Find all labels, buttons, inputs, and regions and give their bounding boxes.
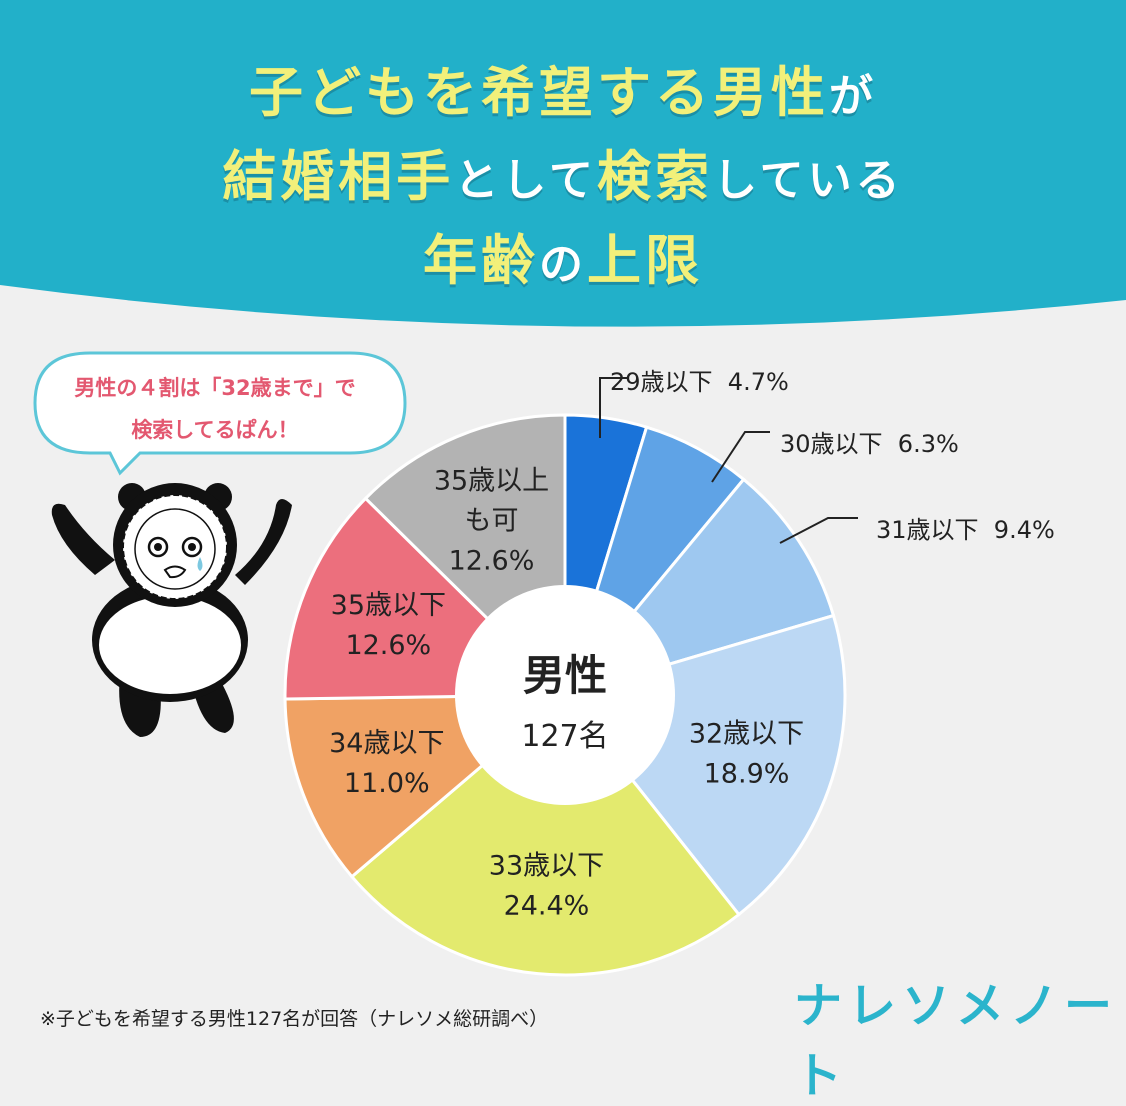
footnote: ※子どもを希望する男性127名が回答（ナレソメ総研調べ） — [40, 1008, 549, 1030]
slice-label-4: 33歳以下 — [489, 850, 604, 881]
pie-slice-1 — [563, 425, 746, 696]
slice-label-3: 32歳以下 — [689, 718, 804, 749]
pie-slice-0 — [563, 413, 649, 696]
slice-label-5: 34歳以下 — [329, 728, 444, 759]
slice-label-7-1: も可 — [465, 505, 519, 536]
chart-title-line-2: 結婚相手として検索している — [222, 145, 904, 208]
chart-title-line-3: 年齢の上限 — [423, 229, 703, 292]
pie-slice-2 — [560, 477, 836, 698]
chart-center-count: 127名 — [521, 719, 608, 754]
slice-label-7: 35歳以上 — [434, 465, 549, 496]
speech-bubble — [33, 351, 407, 476]
pie-slice-5 — [283, 693, 570, 879]
bubble-text-line-1: 男性の４割は「32歳まで」で — [74, 376, 356, 400]
brand-logo: ナレソメノート — [794, 978, 1119, 1104]
leader-line-1 — [711, 431, 770, 483]
pie-slice-6 — [283, 496, 569, 701]
leader-line-2 — [779, 517, 858, 544]
slice-value-3: 18.9% — [704, 758, 790, 789]
panda-mascot-illustration — [51, 483, 292, 737]
slice-value-7: 12.6% — [449, 545, 535, 576]
chart-center-label: 男性 — [523, 651, 607, 700]
slice-value-4: 24.4% — [504, 890, 590, 921]
leader-line-0 — [599, 377, 628, 438]
slice-value-6: 12.6% — [345, 630, 431, 661]
slice-label-1: 30歳以下 6.3% — [780, 430, 959, 458]
chart-title-line-1: 子どもを希望する男性が — [249, 61, 877, 124]
slice-label-0: 29歳以下 4.7% — [610, 368, 789, 396]
pie-slice-4 — [349, 692, 741, 977]
slice-label-6: 35歳以下 — [331, 590, 446, 621]
chart-center-hole — [455, 585, 675, 805]
bubble-text-line-2: 検索してるぱん！ — [131, 418, 299, 442]
slice-label-2: 31歳以下 9.4% — [876, 516, 1055, 544]
pie-slice-3 — [562, 613, 847, 917]
slice-value-5: 11.0% — [344, 768, 430, 799]
title-banner — [0, 0, 1126, 327]
